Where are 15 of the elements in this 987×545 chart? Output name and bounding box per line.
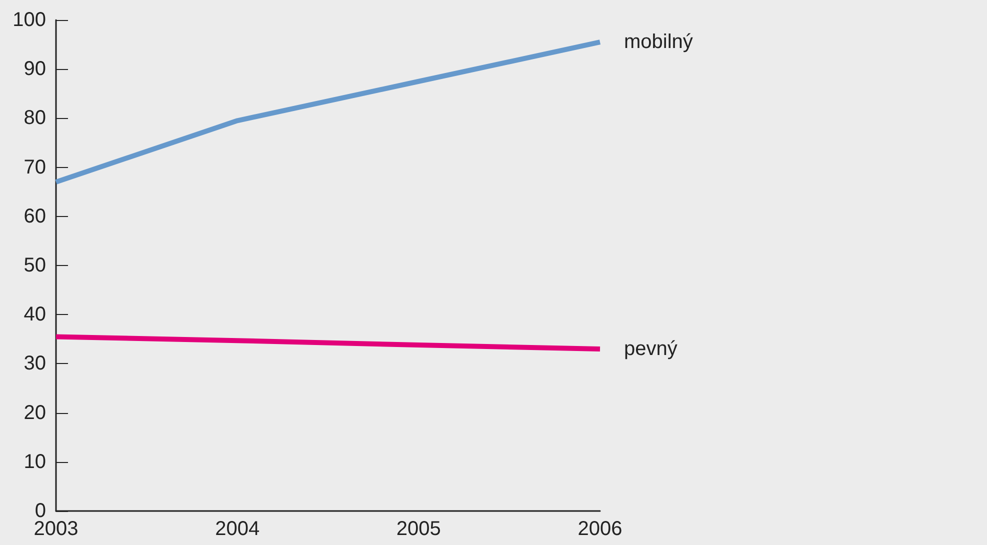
series-label: pevný — [624, 338, 678, 360]
y-tick-label: 40 — [24, 304, 46, 326]
y-tick-label: 80 — [24, 107, 46, 130]
y-tick-label: 30 — [24, 352, 46, 375]
x-tick-label: 2006 — [578, 518, 622, 540]
x-tick-label: 2004 — [215, 518, 260, 540]
series-label: mobilný — [624, 31, 693, 54]
y-tick-label: 10 — [24, 450, 46, 473]
y-tick-label: 20 — [24, 402, 46, 424]
y-tick-label: 60 — [24, 205, 46, 228]
y-tick-label: 90 — [24, 58, 46, 80]
y-tick-label: 100 — [12, 9, 46, 31]
y-tick-label: 50 — [24, 254, 46, 276]
y-tick-label: 70 — [24, 156, 46, 178]
x-tick-label: 2005 — [396, 518, 441, 540]
